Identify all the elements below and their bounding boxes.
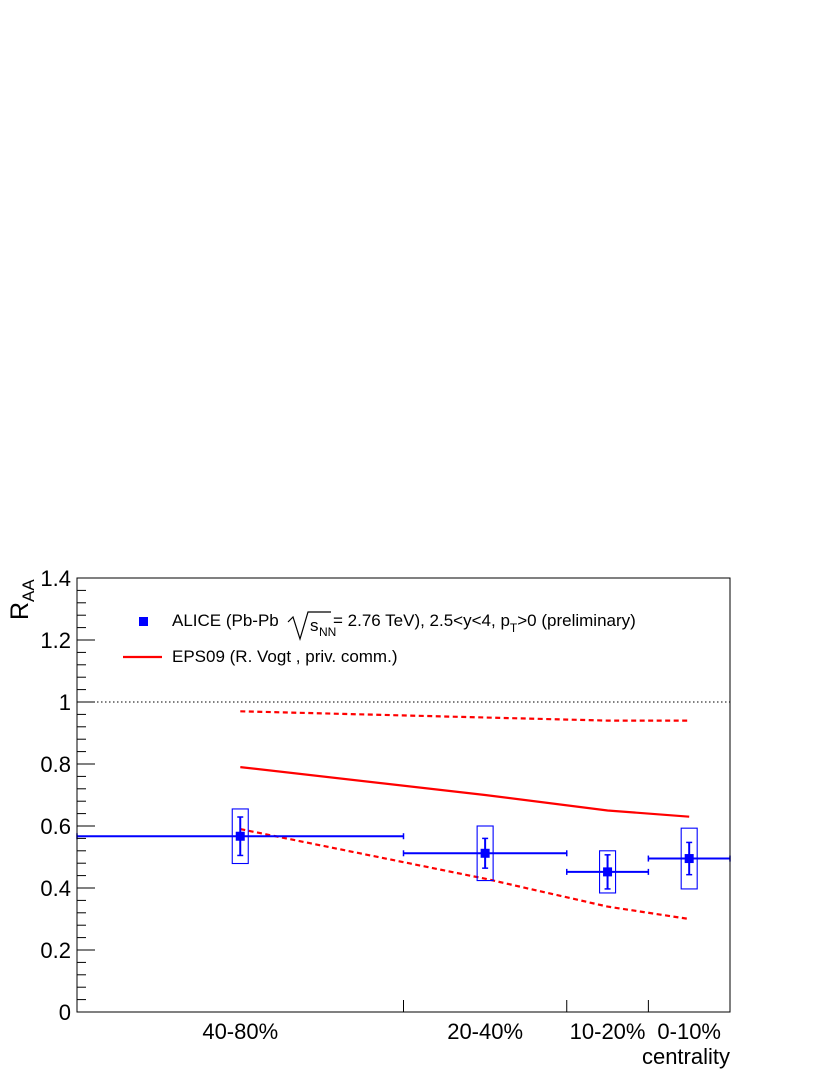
data-points — [76, 808, 731, 894]
y-tick-label: 1.2 — [40, 628, 71, 653]
legend-entry-eps09: EPS09 (R. Vogt , priv. comm.) — [172, 647, 397, 666]
alice-marker-2 — [603, 867, 613, 877]
sqrt-symbol — [287, 611, 331, 642]
eps09-central-line — [240, 766, 690, 818]
y-tick-label: 0.6 — [40, 814, 71, 839]
alice-marker-3 — [684, 854, 694, 864]
y-tick-label: 1 — [59, 690, 71, 715]
x-axis-label: centrality — [642, 1044, 730, 1069]
legend-marker-alice — [139, 617, 148, 626]
alice-marker-1 — [480, 848, 490, 858]
legend-sqrt-sub: NN — [319, 625, 336, 639]
y-tick-label: 0.2 — [40, 938, 71, 963]
x-category-label: 20-40% — [447, 1019, 523, 1044]
eps09-upper-line — [240, 710, 690, 722]
legend-entry-alice: ALICE (Pb-Pb — [172, 611, 279, 630]
eps09-lower-line — [240, 828, 690, 921]
y-tick-label: 0.8 — [40, 752, 71, 777]
plot-frame — [76, 577, 731, 1013]
x-category-label: 40-80% — [202, 1019, 278, 1044]
y-tick-label: 1.4 — [40, 566, 71, 591]
y-tick-label: 0.4 — [40, 876, 71, 901]
x-category-label: 10-20% — [570, 1019, 646, 1044]
legend-sqrt-s: s — [310, 616, 319, 635]
axes: 0 0.2 0.4 0.6 0.8 1 1.2 1.4 40-80% 20-40% 10-20% 0-… — [40, 566, 721, 1044]
y-axis-label: RAA — [6, 579, 38, 620]
alice-marker-0 — [235, 831, 245, 841]
y-tick-label: 0 — [59, 1000, 71, 1025]
legend: ALICE (Pb-Pb s NN = 2.76 TeV), 2.5<y<4, … — [123, 611, 636, 666]
x-category-label: 0-10% — [657, 1019, 721, 1044]
legend-alice-rest: = 2.76 TeV), 2.5<y<4, pT>0 (preliminary) — [333, 611, 636, 635]
model-curves — [240, 710, 690, 921]
